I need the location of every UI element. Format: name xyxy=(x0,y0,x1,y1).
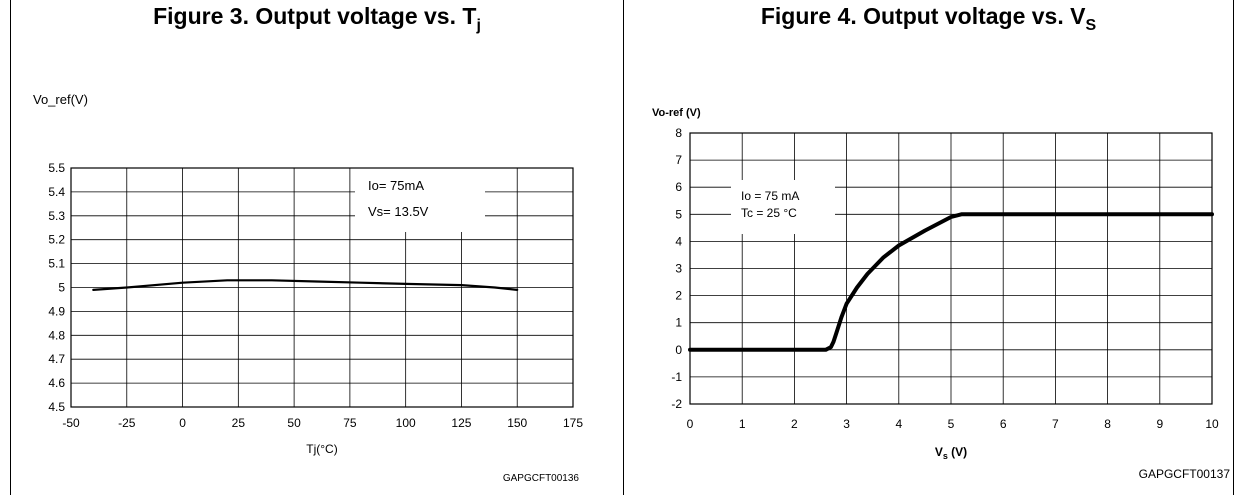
chart1-y-axis-label: Vo_ref(V) xyxy=(33,92,88,107)
chart1-figure-code: GAPGCFT00136 xyxy=(503,473,580,484)
chart2-x-tick-label: 6 xyxy=(1000,417,1007,431)
chart2-x-tick-label: 1 xyxy=(739,417,746,431)
chart1-y-tick-label: 4.6 xyxy=(48,376,65,390)
chart2-x-tick-label: 3 xyxy=(843,417,850,431)
chart1-x-tick-label: 175 xyxy=(563,416,583,430)
figure-3-title-text: Figure 3. Output voltage vs. T xyxy=(153,3,477,29)
chart2-annotation-text: Io = 75 mA xyxy=(741,189,799,203)
chart2-y-tick-label: 6 xyxy=(675,180,682,194)
chart2-y-tick-label: 7 xyxy=(675,153,682,167)
figure-3-panel: Figure 3. Output voltage vs. Tj xyxy=(10,0,623,495)
chart1-plot-frame xyxy=(70,167,574,408)
chart2-y-axis-label: Vo-ref (V) xyxy=(652,107,701,119)
chart2-figure-code: GAPGCFT00137 xyxy=(1139,467,1231,481)
chart2-y-tick-label: 5 xyxy=(675,207,682,221)
figure-4-title: Figure 4. Output voltage vs. VS xyxy=(624,3,1233,35)
figure-4-title-subscript: S xyxy=(1085,17,1097,34)
chart1-x-tick-label: 25 xyxy=(232,416,246,430)
chart1-y-tick-label: 4.8 xyxy=(48,328,65,342)
chart2-y-tick-label: -1 xyxy=(671,370,682,384)
chart1-annotation-box xyxy=(355,166,485,232)
chart1-y-tick-label: 5.5 xyxy=(48,161,65,175)
chart1-x-axis-label: Tj(°C) xyxy=(306,442,337,456)
chart2-annotation-text: Tc = 25 °C xyxy=(741,206,797,220)
chart2-y-tick-label: 8 xyxy=(675,126,682,140)
chart2-x-tick-label: 10 xyxy=(1205,417,1219,431)
chart2-x-tick-label: 8 xyxy=(1104,417,1111,431)
chart2-y-tick-label: 0 xyxy=(675,343,682,357)
chart2-y-tick-label: 3 xyxy=(675,262,682,276)
figure-3-title-subscript: j xyxy=(476,17,481,34)
chart1-y-tick-label: 5 xyxy=(58,281,65,295)
chart1-y-tick-label: 5.2 xyxy=(48,233,65,247)
chart1-x-tick-label: 125 xyxy=(451,416,471,430)
chart2-x-tick-label: 7 xyxy=(1052,417,1059,431)
chart1-annotation-text: Vs= 13.5V xyxy=(368,204,429,219)
chart2-series-line xyxy=(688,212,1214,352)
figure-4-panel: Figure 4. Output voltage vs. VS xyxy=(623,0,1234,495)
chart2-x-axis-label: Vs (V) xyxy=(935,445,967,461)
chart1-x-tick-label: -25 xyxy=(118,416,136,430)
chart1-x-tick-label: 50 xyxy=(287,416,301,430)
chart2-x-tick-label: 2 xyxy=(791,417,798,431)
chart2-y-tick-label: 1 xyxy=(675,316,682,330)
chart1-annotation-text: Io= 75mA xyxy=(368,178,424,193)
chart2-x-tick-label: 5 xyxy=(948,417,955,431)
chart2-y-tick-label: 4 xyxy=(675,234,682,248)
chart1-x-tick-label: -50 xyxy=(62,416,80,430)
chart1-y-tick-label: 4.9 xyxy=(48,304,65,318)
chart1-y-tick-label: 4.7 xyxy=(48,352,65,366)
chart1-y-tick-label: 4.5 xyxy=(48,400,65,414)
chart1-y-tick-label: 5.1 xyxy=(48,257,65,271)
chart1-series-line xyxy=(92,279,519,291)
chart2-plot-frame xyxy=(689,132,1213,405)
chart1-x-tick-label: 100 xyxy=(396,416,416,430)
chart1-y-tick-label: 5.4 xyxy=(48,185,65,199)
figure-4-title-text: Figure 4. Output voltage vs. V xyxy=(760,3,1086,29)
figure-3-title: Figure 3. Output voltage vs. Tj xyxy=(11,3,623,35)
chart1-x-tick-label: 150 xyxy=(507,416,527,430)
chart1-x-tick-label: 75 xyxy=(343,416,357,430)
chart2-annotation-box xyxy=(731,180,835,234)
chart2-y-tick-label: -2 xyxy=(671,397,682,411)
chart2-x-tick-label: 0 xyxy=(687,417,694,431)
chart2-y-tick-label: 2 xyxy=(675,289,682,303)
chart1-x-tick-label: 0 xyxy=(179,416,186,430)
chart1-y-tick-label: 5.3 xyxy=(48,209,65,223)
chart2-x-tick-label: 4 xyxy=(895,417,902,431)
chart2-x-tick-label: 9 xyxy=(1156,417,1163,431)
